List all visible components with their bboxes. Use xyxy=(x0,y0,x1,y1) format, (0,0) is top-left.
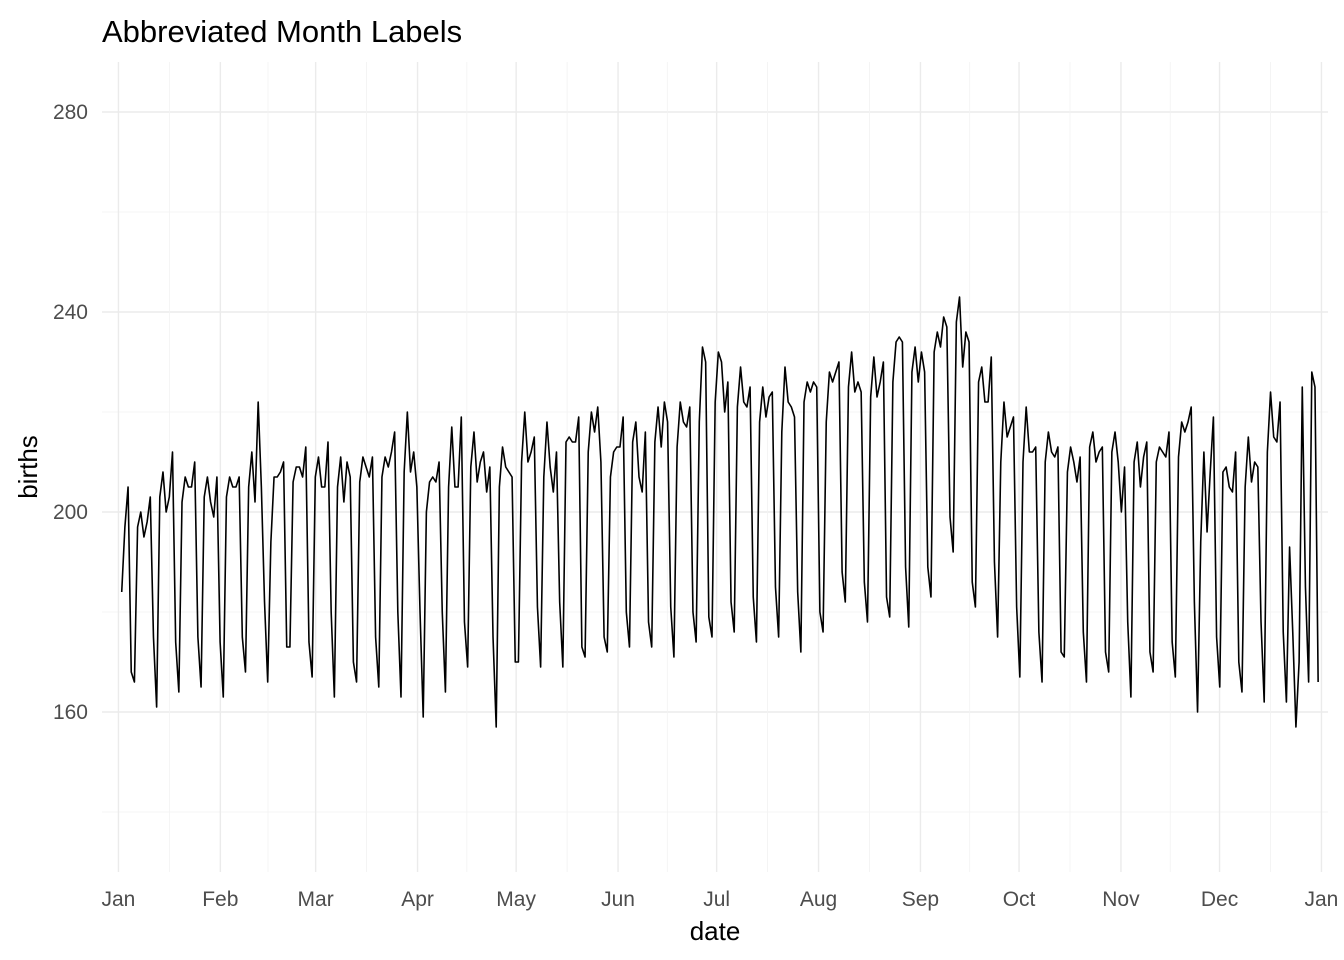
x-axis-ticks: Jan Feb Mar Apr May Jun Jul Aug Sep Oct Nov Dec Jan xyxy=(102,888,1339,911)
x-tick-label: Jan xyxy=(1304,888,1338,911)
x-tick-label: Mar xyxy=(298,888,334,911)
x-tick-label: Feb xyxy=(202,888,238,911)
x-tick-label: Jan xyxy=(102,888,136,911)
chart-title: Abbreviated Month Labels xyxy=(102,14,462,49)
x-tick-label: May xyxy=(496,888,536,911)
series-line xyxy=(120,296,1319,728)
y-axis-title: births xyxy=(13,435,43,499)
y-tick-label: 240 xyxy=(53,301,88,324)
x-tick-label: Nov xyxy=(1102,888,1140,911)
x-tick-label: Oct xyxy=(1003,888,1036,911)
y-axis-ticks: 160 200 240 280 xyxy=(53,101,88,724)
x-tick-label: Jul xyxy=(703,888,730,911)
x-tick-label: Jun xyxy=(601,888,635,911)
y-tick-label: 280 xyxy=(53,101,88,124)
y-tick-label: 200 xyxy=(53,501,88,524)
x-tick-label: Sep xyxy=(902,888,939,911)
x-tick-label: Dec xyxy=(1201,888,1238,911)
x-tick-label: Aug xyxy=(800,888,837,911)
y-tick-label: 160 xyxy=(53,701,88,724)
x-tick-label: Apr xyxy=(401,888,434,911)
x-axis-title: date xyxy=(690,916,741,946)
